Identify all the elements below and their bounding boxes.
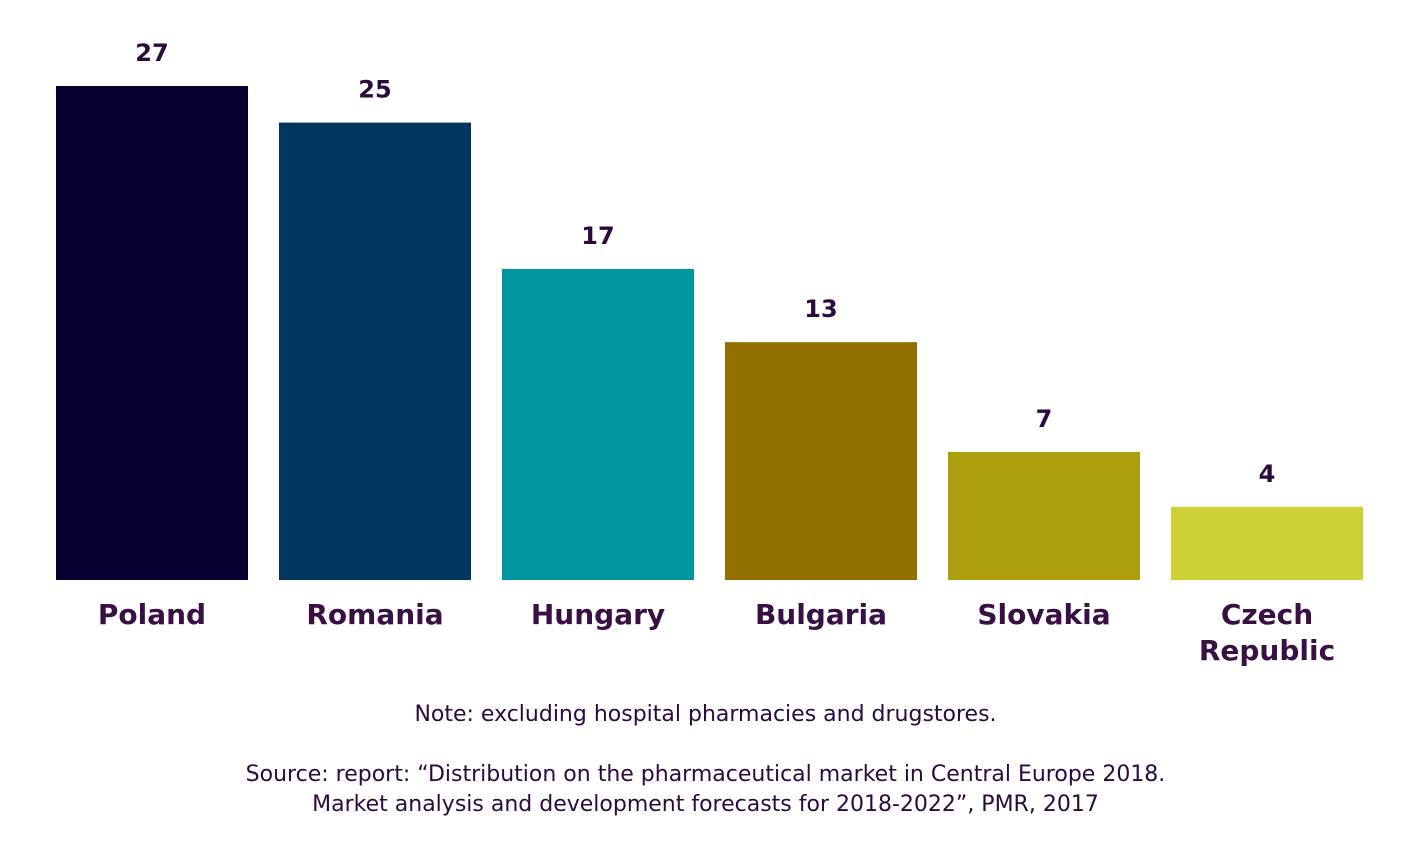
value-label: 27 (135, 39, 168, 67)
category-label: Slovakia (977, 598, 1110, 631)
source-line-1: Source: report: “Distribution on the pha… (245, 762, 1166, 787)
bar-chart: 27 25 17 13 7 4 Poland Romania Hungary Bulgaria S… (56, 39, 1363, 667)
category-label-line: Poland (98, 598, 206, 631)
bar-czech-republic (1171, 506, 1363, 580)
chart-note: Note: excluding hospital pharmacies and … (414, 702, 997, 727)
bars-group (56, 86, 1363, 580)
value-label: 17 (581, 222, 614, 250)
value-labels-group: 27 25 17 13 7 4 (135, 39, 1275, 488)
category-label: Czech Republic (1199, 598, 1335, 667)
category-label-line: Romania (306, 598, 443, 631)
value-label: 13 (804, 295, 837, 323)
category-label-line: Hungary (531, 598, 665, 631)
category-label-line: Czech (1221, 598, 1313, 631)
value-label: 25 (358, 76, 391, 104)
bar-poland (56, 86, 248, 580)
bar-romania (279, 122, 471, 580)
bar-hungary (502, 268, 694, 580)
source-line-2: Market analysis and development forecast… (312, 792, 1099, 817)
category-label-line: Bulgaria (755, 598, 887, 631)
category-label: Hungary (531, 598, 665, 631)
bar-slovakia (948, 451, 1140, 580)
chart-notes: Note: excluding hospital pharmacies and … (0, 700, 1411, 820)
category-label: Bulgaria (755, 598, 887, 631)
value-label: 4 (1259, 460, 1276, 488)
bar-bulgaria (725, 342, 917, 580)
value-label: 7 (1036, 405, 1053, 433)
category-label-line: Republic (1199, 634, 1335, 667)
category-label: Romania (306, 598, 443, 631)
category-labels-group: Poland Romania Hungary Bulgaria Slovakia Czec… (98, 598, 1335, 667)
category-label-line: Slovakia (977, 598, 1110, 631)
category-label: Poland (98, 598, 206, 631)
chart-source: Source: report: “Distribution on the pha… (0, 760, 1411, 820)
